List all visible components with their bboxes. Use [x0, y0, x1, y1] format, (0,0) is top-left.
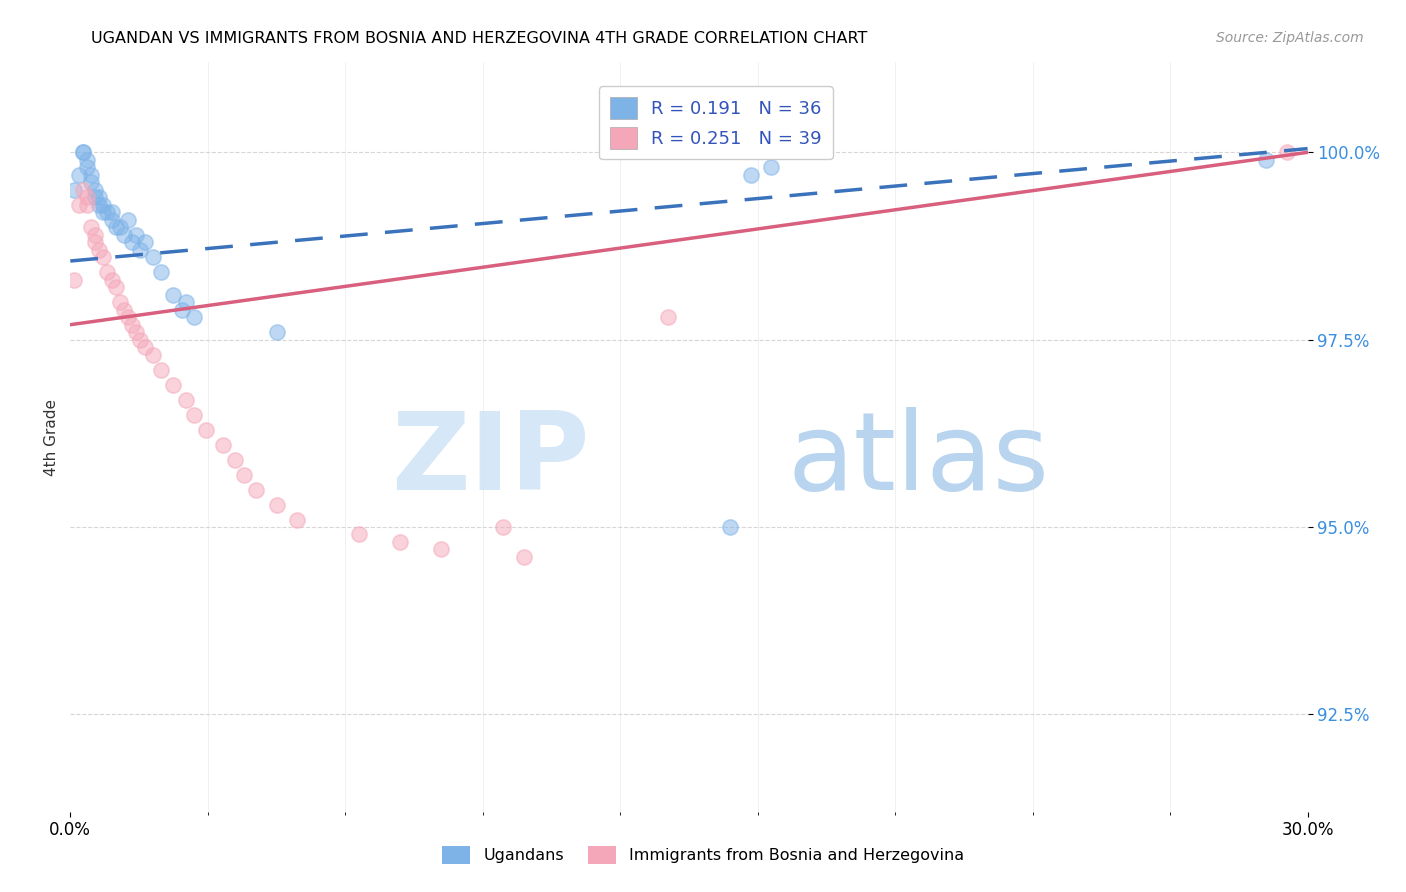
Point — [121, 235, 143, 250]
Point — [170, 302, 193, 317]
Point — [67, 198, 90, 212]
Point — [183, 408, 205, 422]
Point — [430, 542, 453, 557]
Point — [125, 227, 148, 242]
Point — [89, 190, 111, 204]
Point — [72, 145, 94, 160]
Point — [224, 452, 246, 467]
Point — [112, 302, 135, 317]
Point — [112, 227, 135, 242]
Point — [174, 392, 197, 407]
Point — [150, 265, 173, 279]
Point — [1256, 153, 1278, 167]
Point — [76, 198, 98, 212]
Point — [96, 205, 118, 219]
Point — [84, 183, 107, 197]
Point — [117, 310, 139, 325]
Point — [108, 295, 131, 310]
Point — [245, 483, 267, 497]
Point — [174, 295, 197, 310]
Point — [63, 273, 86, 287]
Point — [183, 310, 205, 325]
Point — [129, 243, 152, 257]
Point — [80, 220, 103, 235]
Point — [212, 437, 235, 451]
Point — [76, 190, 98, 204]
Point — [104, 280, 127, 294]
Text: ZIP: ZIP — [391, 407, 591, 513]
Point — [96, 265, 118, 279]
Point — [125, 325, 148, 339]
Point — [72, 183, 94, 197]
Point — [389, 535, 412, 549]
Point — [740, 168, 762, 182]
Point — [104, 220, 127, 235]
Point — [121, 318, 143, 332]
Point — [347, 527, 370, 541]
Point — [150, 362, 173, 376]
Point — [72, 145, 94, 160]
Legend: R = 0.191   N = 36, R = 0.251   N = 39: R = 0.191 N = 36, R = 0.251 N = 39 — [599, 87, 832, 160]
Point — [76, 161, 98, 175]
Point — [108, 220, 131, 235]
Point — [142, 250, 165, 264]
Text: Source: ZipAtlas.com: Source: ZipAtlas.com — [1216, 31, 1364, 45]
Point — [513, 549, 536, 564]
Point — [100, 212, 122, 227]
Text: UGANDAN VS IMMIGRANTS FROM BOSNIA AND HERZEGOVINA 4TH GRADE CORRELATION CHART: UGANDAN VS IMMIGRANTS FROM BOSNIA AND HE… — [91, 31, 868, 46]
Point — [134, 235, 156, 250]
Point — [761, 161, 783, 175]
Point — [84, 227, 107, 242]
Point — [129, 333, 152, 347]
Point — [67, 168, 90, 182]
Point — [657, 310, 679, 325]
Text: atlas: atlas — [787, 407, 1050, 513]
Point — [162, 287, 184, 301]
Y-axis label: 4th Grade: 4th Grade — [44, 399, 59, 475]
Point — [100, 273, 122, 287]
Point — [89, 198, 111, 212]
Point — [285, 512, 308, 526]
Point — [89, 243, 111, 257]
Point — [80, 168, 103, 182]
Legend: Ugandans, Immigrants from Bosnia and Herzegovina: Ugandans, Immigrants from Bosnia and Her… — [436, 839, 970, 871]
Point — [84, 190, 107, 204]
Point — [232, 467, 254, 482]
Point — [80, 175, 103, 189]
Point — [162, 377, 184, 392]
Point — [195, 423, 218, 437]
Point — [142, 348, 165, 362]
Point — [718, 520, 741, 534]
Point — [91, 205, 114, 219]
Point — [266, 325, 288, 339]
Point — [1275, 145, 1298, 160]
Point — [266, 498, 288, 512]
Point — [63, 183, 86, 197]
Point — [117, 212, 139, 227]
Point — [134, 340, 156, 354]
Point — [84, 235, 107, 250]
Point — [492, 520, 515, 534]
Point — [100, 205, 122, 219]
Point — [76, 153, 98, 167]
Point — [91, 198, 114, 212]
Point — [91, 250, 114, 264]
